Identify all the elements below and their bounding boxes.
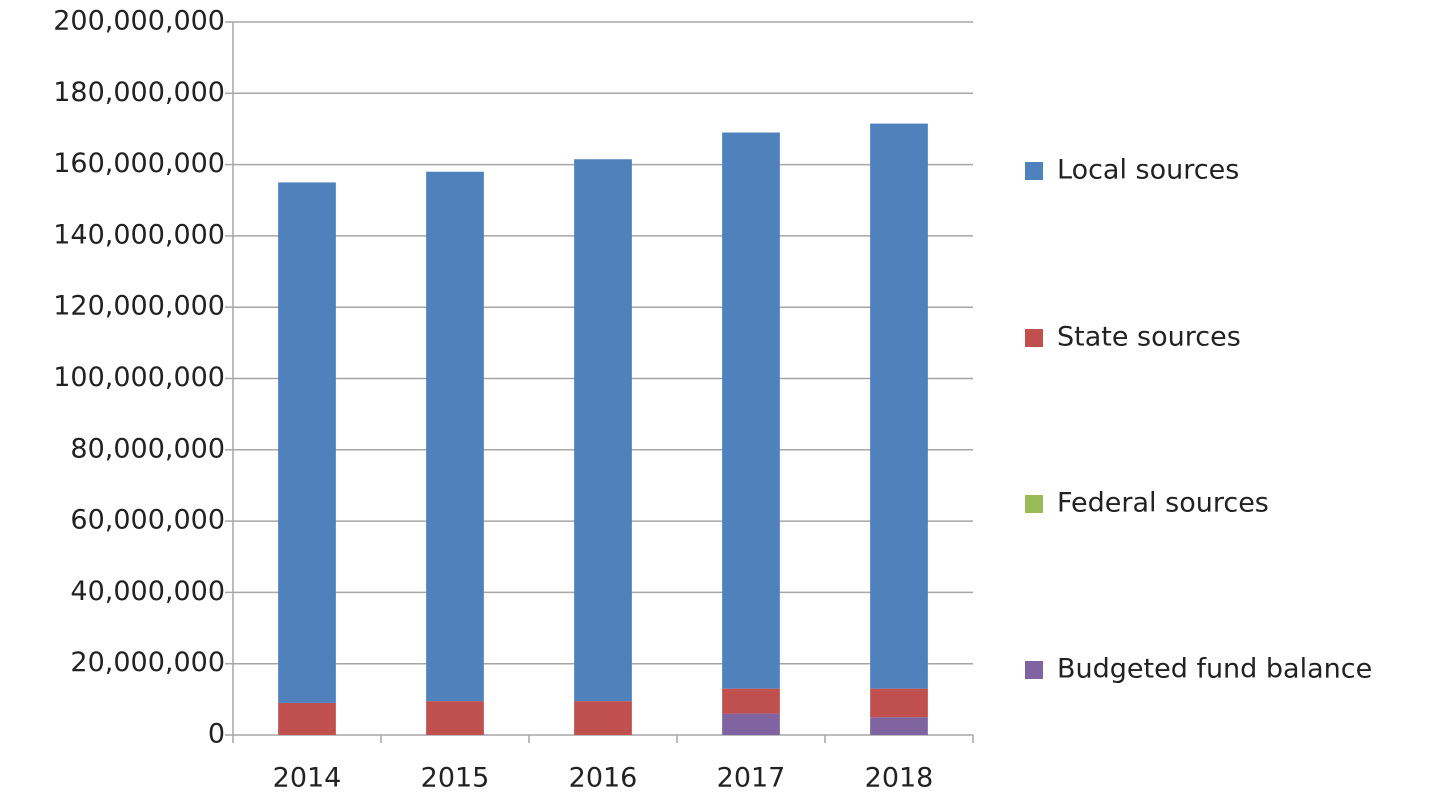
bar-segment bbox=[278, 182, 336, 703]
bar-segment bbox=[574, 159, 632, 702]
y-tick-label: 60,000,000 bbox=[70, 505, 225, 536]
y-tick-label: 200,000,000 bbox=[53, 6, 225, 37]
y-tick-label: 160,000,000 bbox=[53, 148, 225, 179]
y-tick-label: 180,000,000 bbox=[53, 77, 225, 108]
y-tick-label: 40,000,000 bbox=[70, 576, 225, 607]
bar-segment bbox=[426, 701, 484, 735]
legend-swatch bbox=[1025, 329, 1043, 347]
bar-segment bbox=[722, 132, 780, 689]
bar-segment bbox=[574, 701, 632, 735]
x-tick-label: 2016 bbox=[569, 763, 638, 794]
bar-segment bbox=[278, 702, 336, 735]
y-tick-label: 100,000,000 bbox=[53, 362, 225, 393]
y-tick-label: 140,000,000 bbox=[53, 219, 225, 250]
legend-label: State sources bbox=[1057, 322, 1241, 353]
x-tick-label: 2015 bbox=[421, 763, 490, 794]
legend-label: Budgeted fund balance bbox=[1057, 654, 1372, 685]
x-tick-label: 2014 bbox=[273, 763, 342, 794]
y-tick-label: 0 bbox=[208, 719, 225, 750]
legend-label: Federal sources bbox=[1057, 488, 1269, 519]
bar-segment bbox=[722, 688, 780, 714]
legend-swatch bbox=[1025, 661, 1043, 679]
legend-label: Local sources bbox=[1057, 155, 1239, 186]
legend-swatch bbox=[1025, 495, 1043, 513]
y-tick-label: 120,000,000 bbox=[53, 291, 225, 322]
legend-swatch bbox=[1025, 162, 1043, 180]
bar-segment bbox=[870, 717, 928, 735]
y-tick-label: 80,000,000 bbox=[70, 433, 225, 464]
bar-segment bbox=[870, 688, 928, 718]
bar-segment bbox=[722, 713, 780, 735]
x-tick-label: 2017 bbox=[717, 763, 786, 794]
x-tick-label: 2018 bbox=[865, 763, 934, 794]
bar-segment bbox=[426, 171, 484, 702]
bar-segment bbox=[870, 123, 928, 689]
y-tick-label: 20,000,000 bbox=[70, 647, 225, 678]
